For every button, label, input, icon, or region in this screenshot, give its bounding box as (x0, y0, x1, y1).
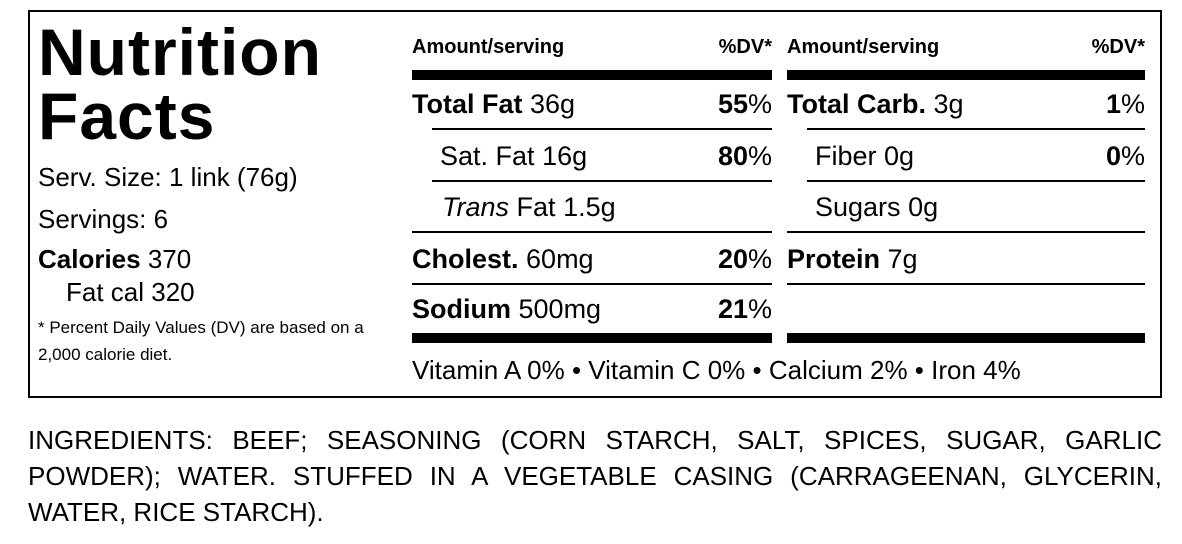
footnote: * Percent Daily Values (DV) are based on… (38, 318, 364, 364)
nutrient-label: Protein (787, 244, 881, 274)
dv-value: 80 (717, 141, 748, 171)
rule (412, 231, 772, 233)
header-dv: %DV* (718, 36, 772, 58)
nutrient-amount: 36g (530, 89, 576, 119)
title: Nutrition Facts (38, 15, 322, 153)
rule (807, 180, 1145, 182)
vitamins: Vitamin A 0% • Vitamin C 0% • Calcium 2%… (412, 355, 1021, 385)
nutrient-label: Sugars (815, 192, 901, 222)
nutrient-amount: 3g (933, 89, 964, 119)
nutrient-amount: 500mg (518, 294, 602, 324)
nutrient-label: Fat (516, 192, 556, 222)
dv-value: 1 (1105, 89, 1121, 119)
nutrient-amount: 0g (908, 192, 939, 222)
nutrient-row: Trans Fat 1.5g (442, 183, 772, 231)
rule (787, 231, 1145, 233)
rule (412, 283, 772, 285)
header-amount: Amount/serving (787, 36, 940, 58)
nutrient-row: Fiber 0g 0% (815, 132, 1145, 180)
nutrient-label: Sat. Fat (440, 141, 535, 171)
nutrient-row: Protein 7g (787, 235, 1145, 283)
thick-rule (787, 70, 1145, 80)
nutrient-amount: 7g (887, 244, 918, 274)
calories-label: Calories (38, 244, 141, 274)
thick-rule (412, 333, 772, 343)
nutrient-label: Total Fat (412, 89, 523, 119)
nutrient-row: Sat. Fat 16g 80% (440, 132, 772, 180)
calories: Calories 370 (38, 244, 191, 274)
nutrient-amount: 16g (542, 141, 588, 171)
header-amount: Amount/serving (412, 36, 565, 58)
nutrient-row: Total Carb. 3g 1% (787, 80, 1145, 128)
nutrient-row: Sodium 500mg 21% (412, 285, 772, 333)
dv-unit: % (747, 294, 772, 324)
dv-value: 0 (1105, 141, 1121, 171)
thick-rule (412, 70, 772, 80)
thick-rule (787, 333, 1145, 343)
nutrient-label-italic: Trans (442, 192, 510, 222)
dv-value: 55 (717, 89, 748, 119)
header-dv: %DV* (1091, 36, 1145, 58)
servings: Servings: 6 (38, 204, 169, 234)
ingredients: INGREDIENTS: BEEF; SEASONING (CORN STARC… (28, 425, 1162, 527)
nutrient-label: Cholest. (412, 244, 519, 274)
nutrient-amount: 60mg (526, 244, 594, 274)
nutrient-label: Total Carb. (787, 89, 927, 119)
dv-unit: % (1120, 89, 1145, 119)
rule (787, 283, 1145, 285)
dv-unit: % (747, 89, 772, 119)
nutrient-row: Sugars 0g (815, 183, 1145, 231)
nutrient-amount: 0g (884, 141, 915, 171)
dv-value: 21 (717, 294, 748, 324)
dv-unit: % (747, 244, 772, 274)
dv-unit: % (1120, 141, 1145, 171)
serving-size: Serv. Size: 1 link (76g) (38, 162, 298, 192)
nutrient-label: Fiber (815, 141, 877, 171)
calories-value: 370 (147, 244, 192, 274)
rule (807, 128, 1145, 130)
dv-value: 20 (717, 244, 748, 274)
fat-calories: Fat cal 320 (66, 277, 195, 307)
rule (432, 128, 772, 130)
nutrient-label: Sodium (412, 294, 511, 324)
nutrient-amount: 1.5g (563, 192, 616, 222)
label-box (28, 10, 1162, 398)
rule (432, 180, 772, 182)
nutrient-row: Cholest. 60mg 20% (412, 235, 772, 283)
nutrient-row: Total Fat 36g 55% (412, 80, 772, 128)
dv-unit: % (747, 141, 772, 171)
